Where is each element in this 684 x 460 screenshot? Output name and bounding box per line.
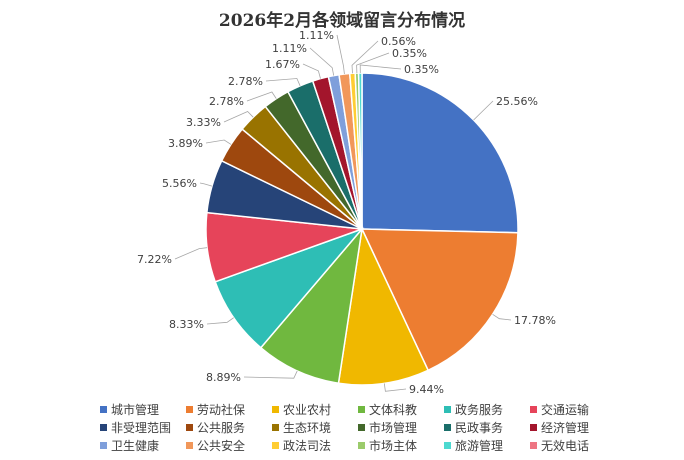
legend-swatch-15	[272, 441, 279, 449]
leader-line-14	[336, 34, 345, 75]
data-label-4: 8.89%	[206, 371, 241, 384]
data-label-15: 0.56%	[381, 35, 416, 48]
leader-line-16	[356, 52, 390, 74]
pie-slices	[205, 72, 519, 386]
legend-item-13: 卫生健康	[100, 436, 159, 454]
data-label-6: 7.22%	[137, 253, 172, 266]
legend-swatch-18	[530, 441, 537, 449]
legend-label-2: 劳动社保	[197, 402, 246, 417]
legend-label-9: 生态环境	[283, 420, 332, 435]
data-label-10: 2.78%	[209, 95, 244, 108]
leader-line-5	[206, 317, 234, 325]
pie-slice-17	[357, 72, 363, 230]
leader-line-7	[199, 182, 213, 187]
legend-item-8: 公共服务	[186, 418, 245, 436]
legend-swatch-7	[100, 423, 107, 431]
legend-label-16: 市场主体	[369, 438, 418, 453]
legend-item-17: 旅游管理	[444, 436, 503, 454]
legend-label-7: 非受理范围	[111, 420, 172, 435]
legend-swatch-12	[530, 423, 537, 431]
data-labels: 25.56% 17.78% 9.44% 8.89% 8.33% 7.22% 5.56% 3.8…	[137, 29, 556, 396]
pie-slice-3	[337, 226, 430, 386]
legend-swatch-11	[444, 423, 451, 431]
legend-label-15: 政法司法	[283, 438, 332, 453]
legend-label-5: 政务服务	[455, 402, 504, 417]
legend-swatch-1	[100, 405, 107, 413]
legend-label-6: 交通运输	[541, 402, 590, 417]
legend-item-15: 政法司法	[272, 436, 331, 454]
leader-line-9	[223, 111, 254, 123]
leader-line-17	[359, 64, 402, 74]
leader-line-1	[473, 100, 494, 121]
data-label-1: 25.56%	[496, 95, 538, 108]
data-label-3: 9.44%	[409, 383, 444, 396]
legend-swatch-16	[358, 441, 365, 449]
legend-item-1: 城市管理	[100, 400, 159, 418]
data-label-13: 1.11%	[272, 42, 307, 55]
leader-line-6	[174, 247, 208, 260]
data-label-9: 3.33%	[186, 116, 221, 129]
legend-item-6: 交通运输	[530, 400, 589, 418]
leader-lines	[174, 34, 512, 392]
legend-label-14: 公共安全	[197, 438, 246, 453]
leader-line-10	[246, 91, 277, 102]
legend-swatch-4	[358, 405, 365, 413]
legend-item-7: 非受理范围	[100, 418, 171, 436]
legend-item-11: 民政事务	[444, 418, 503, 436]
legend-swatch-2	[186, 405, 193, 413]
pie-slice-4	[259, 226, 364, 385]
legend-item-14: 公共安全	[186, 436, 245, 454]
legend-item-12: 经济管理	[530, 418, 589, 436]
legend-swatch-9	[272, 423, 279, 431]
legend-label-8: 公共服务	[197, 420, 246, 435]
legend-swatch-17	[444, 441, 451, 449]
legend-swatch-13	[100, 441, 107, 449]
leader-line-4	[243, 370, 298, 379]
data-label-16: 0.35%	[392, 47, 427, 60]
legend-item-4: 文体科教	[358, 400, 417, 418]
legend-item-18: 无效电话	[530, 436, 589, 454]
legend-swatch-10	[358, 423, 365, 431]
legend-label-18: 无效电话	[541, 438, 590, 453]
data-label-8: 3.89%	[168, 137, 203, 150]
data-label-17: 0.35%	[404, 63, 439, 76]
data-label-7: 5.56%	[162, 177, 197, 190]
legend-label-17: 旅游管理	[455, 438, 504, 453]
legend-swatch-6	[530, 405, 537, 413]
data-label-14: 1.11%	[299, 29, 334, 42]
chart-title: 2026年2月各领域留言分布情况	[218, 11, 466, 31]
data-label-2: 17.78%	[514, 314, 556, 327]
leader-line-11	[265, 78, 301, 86]
leader-line-8	[205, 139, 232, 145]
legend-swatch-8	[186, 423, 193, 431]
legend-item-10: 市场管理	[358, 418, 417, 436]
legend-item-16: 市场主体	[358, 436, 417, 454]
legend-item-2: 劳动社保	[186, 400, 245, 418]
leader-line-12	[302, 63, 321, 79]
legend-item-5: 政务服务	[444, 400, 503, 418]
legend-label-4: 文体科教	[369, 402, 418, 417]
legend-swatch-14	[186, 441, 193, 449]
leader-line-2	[492, 313, 512, 321]
leader-line-13	[309, 47, 335, 76]
pie-slice-2	[360, 228, 519, 372]
pie-slice-1	[361, 72, 519, 234]
legend-label-11: 民政事务	[455, 420, 504, 435]
legend-swatch-3	[272, 405, 279, 413]
leader-line-15	[351, 40, 379, 74]
legend-item-9: 生态环境	[272, 418, 331, 436]
legend-label-3: 农业农村	[283, 402, 332, 417]
legend-label-1: 城市管理	[111, 402, 160, 417]
data-label-11: 2.78%	[228, 75, 263, 88]
legend-label-12: 经济管理	[541, 420, 590, 435]
data-label-5: 8.33%	[169, 318, 204, 331]
legend-swatch-5	[444, 405, 451, 413]
data-label-12: 1.67%	[265, 58, 300, 71]
leader-line-3	[383, 383, 407, 392]
legend-label-13: 卫生健康	[111, 438, 160, 453]
legend-item-3: 农业农村	[272, 400, 331, 418]
legend-label-10: 市场管理	[369, 420, 418, 435]
